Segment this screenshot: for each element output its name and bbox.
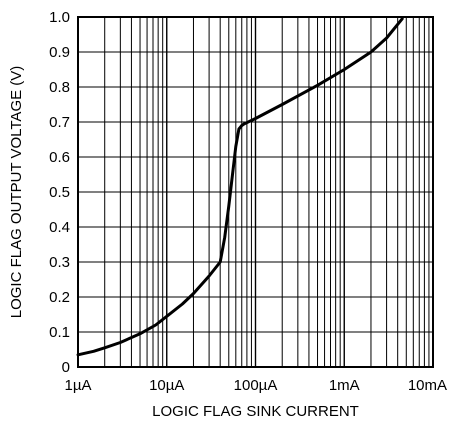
x-tick-label: 1µA [65,377,92,394]
x-tick-label: 100µA [234,377,278,394]
y-tick-label: 0 [62,359,70,376]
x-tick-label: 1mA [329,377,360,394]
plot-frame [77,16,434,368]
y-tick-label: 0.9 [49,44,70,61]
y-tick-label: 0.6 [49,149,70,166]
y-tick-label: 0.4 [49,219,70,236]
curve-layer [76,17,404,357]
y-tick-label: 0.8 [49,79,70,96]
grid-layer [78,17,433,367]
y-tick-label: 0.7 [49,114,70,131]
data-series-line [76,17,404,357]
y-axis-title: LOGIC FLAG OUTPUT VOLTAGE (V) [8,66,25,319]
x-axis-title: LOGIC FLAG SINK CURRENT [152,403,359,420]
y-tick-label: 0.1 [49,324,70,341]
x-tick-label: 10mA [408,377,447,394]
y-tick-label: 0.2 [49,289,70,306]
tick-label-layer: 0 0.1 0.2 0.3 0.4 0.5 0.6 0.7 0.8 0.9 1.0 1µA 10µA 10… [49,9,447,394]
y-tick-label: 1.0 [49,9,70,26]
y-tick-label: 0.3 [49,254,70,271]
y-tick-label: 0.5 [49,184,70,201]
x-tick-label: 10µA [149,377,184,394]
